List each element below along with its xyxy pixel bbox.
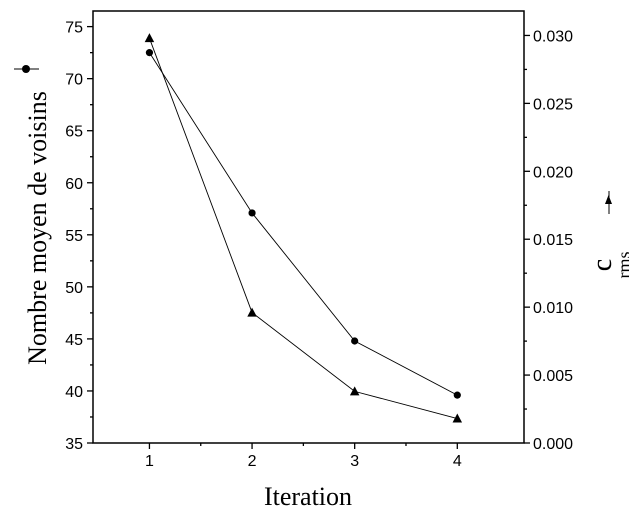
- y-right-tick-label: 0.005: [533, 368, 573, 385]
- y-left-tick-label: 65: [65, 124, 83, 141]
- data-layer: [144, 33, 463, 423]
- y-left-tick-label: 70: [65, 72, 83, 89]
- data-point-triangle: [144, 33, 155, 43]
- y-left-tick-label: 75: [65, 20, 83, 37]
- y-right-tick-label: 0.025: [533, 96, 573, 113]
- y-left-tick-label: 50: [65, 280, 83, 297]
- data-point-circle: [145, 49, 154, 57]
- series-triangle-line: [149, 38, 458, 419]
- data-point-triangle: [452, 413, 463, 423]
- y-left-tick-label: 45: [65, 332, 83, 349]
- series-circle-line: [149, 52, 458, 396]
- data-point-triangle: [247, 307, 257, 317]
- y-left-tick-label: 55: [65, 228, 83, 245]
- y-left-tick-label: 35: [65, 436, 83, 453]
- legend-left-circle: [14, 65, 39, 73]
- x-tick-label: 2: [248, 453, 257, 470]
- y-axis-right-title-main: c: [587, 259, 618, 271]
- x-tick-label: 3: [350, 453, 359, 470]
- data-point-circle: [248, 209, 256, 217]
- legend-right-triangle: [605, 191, 612, 214]
- plot-frame: [92, 10, 525, 444]
- x-tick-label: 1: [145, 453, 154, 470]
- x-tick-label: 4: [453, 453, 462, 470]
- y-axis-right-title-sub: rms: [614, 252, 629, 279]
- y-right-tick-label: 0.030: [533, 28, 573, 45]
- y-left-tick-label: 40: [65, 384, 83, 401]
- x-axis-title: Iteration: [264, 482, 352, 511]
- data-point-circle: [351, 337, 359, 345]
- y-left-tick-label: 60: [65, 176, 83, 193]
- y-right-tick-label: 0.020: [533, 164, 573, 181]
- ticks-layer: 1 2 3 4 35 40 45 50 55 60 65 70 75 0.000 0.005 0.010 0.0…: [65, 20, 573, 470]
- y-right-tick-label: 0.000: [533, 436, 573, 453]
- y-axis-right-title: c rms: [587, 252, 629, 279]
- y-right-tick-label: 0.015: [533, 232, 573, 249]
- data-point-circle: [453, 391, 461, 399]
- data-point-triangle: [349, 386, 360, 396]
- y-right-tick-label: 0.010: [533, 300, 573, 317]
- y-axis-left-title: Nombre moyen de voisins: [23, 91, 52, 365]
